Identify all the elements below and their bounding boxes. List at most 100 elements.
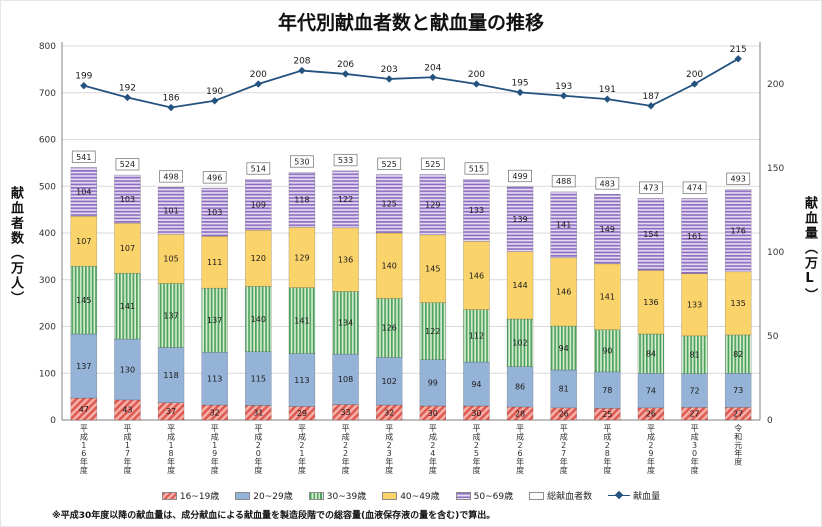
bar-segment-30~39歳 — [594, 329, 621, 373]
bar-segment-value: 137 — [76, 362, 91, 371]
legend-swatch-line — [608, 490, 631, 500]
bar-segment-50~69歳 — [506, 186, 534, 252]
x-axis-category-label: 平成 2 6 年度 — [516, 424, 524, 475]
bar-segment-40~49歳 — [506, 251, 534, 320]
bar-segment-value: 161 — [687, 232, 702, 241]
total-label-box — [595, 177, 620, 190]
bar-segment-value: 31 — [253, 409, 263, 418]
bar-segment-value: 32 — [384, 408, 394, 417]
bar-segment-20~29歳 — [332, 353, 359, 405]
bar-segment-value: 104 — [76, 188, 91, 197]
bar-segment-20~29歳 — [681, 373, 708, 408]
total-label-value: 515 — [469, 164, 484, 173]
x-axis-category-label: 平成 2 3 年度 — [385, 424, 393, 475]
total-label-box — [333, 153, 358, 167]
bar-segment-20~29歳 — [288, 353, 316, 407]
line-point-value: 203 — [381, 65, 398, 75]
legend-label: 総献血者数 — [547, 492, 593, 502]
bar-segment-value: 26 — [559, 410, 569, 419]
total-label-box — [551, 174, 576, 188]
bar-segment-50~69歳 — [114, 174, 141, 224]
right-axis-tick-label: 150 — [767, 164, 784, 174]
line-point-marker — [211, 97, 219, 105]
legend-label: 40~49歳 — [400, 492, 440, 502]
bar-segment-value: 102 — [382, 377, 397, 386]
x-axis-category-label: 平成 2 4 年度 — [429, 424, 437, 475]
bar-segment-value: 74 — [646, 386, 656, 395]
bar-segment-20~29歳 — [419, 359, 447, 407]
bar-segment-value: 72 — [689, 386, 699, 395]
x-axis-category-label: 平成 1 7 年度 — [123, 424, 131, 475]
bar-segment-40~49歳 — [332, 227, 359, 292]
x-axis-category-label: 平成 2 8 年度 — [603, 424, 611, 475]
left-axis-tick-label: 500 — [39, 182, 56, 192]
total-label-value: 499 — [512, 172, 527, 181]
total-label-value: 514 — [251, 164, 266, 173]
x-axis-category-label: 平成 2 0 年度 — [254, 424, 262, 475]
bar-segment-value: 84 — [646, 349, 656, 358]
bar-segment-value: 145 — [76, 296, 91, 305]
bar-segment-value: 30 — [428, 409, 438, 418]
left-axis-tick-label: 100 — [39, 369, 56, 379]
chart-title: 年代別献血者数と献血量の推移 — [277, 12, 544, 34]
line-point-marker — [80, 82, 88, 90]
chart-legend: 16~19歳 20~29歳 30~39歳 40~49歳 50~69歳 総献血者数 献血量 — [0, 489, 822, 502]
bar-segment-30~39歳 — [375, 298, 403, 358]
legend-label: 20~29歳 — [253, 492, 293, 502]
bar-segment-value: 101 — [163, 207, 178, 216]
legend-label: 30~39歳 — [326, 492, 367, 502]
bar-segment-value: 107 — [120, 244, 135, 253]
bar-segment-20~29歳 — [594, 371, 621, 409]
legend-item-40~49歳: 40~49歳 — [382, 489, 440, 502]
legend-item-16~19歳: 16~19歳 — [161, 489, 220, 502]
bar-segment-20~29歳 — [201, 351, 228, 406]
legend-item-line: 献血量 — [608, 489, 660, 502]
total-label-box — [682, 181, 707, 194]
bar-segment-50~69歳 — [375, 174, 403, 234]
total-label-box — [159, 170, 183, 183]
bar-segment-value: 111 — [207, 258, 222, 267]
line-point-marker — [167, 103, 175, 112]
bar-segment-value: 32 — [210, 408, 220, 417]
bar-segment-50~69歳 — [245, 178, 272, 231]
legend-label: 16~19歳 — [179, 492, 220, 502]
footnote: ※平成30年度以降の献血量は、成分献血による献血量を製造段階での総容量(血液保存… — [52, 511, 496, 521]
bar-segment-value: 130 — [120, 365, 135, 374]
bar-segment-40~49歳 — [375, 232, 403, 299]
total-label-box — [420, 157, 445, 170]
bar-segment-20~29歳 — [70, 333, 98, 399]
left-axis-tick-label: 400 — [39, 229, 56, 239]
left-axis-tick-label: 600 — [39, 136, 56, 146]
line-point-marker — [472, 80, 481, 88]
total-label-value: 488 — [556, 177, 571, 186]
line-point-value: 215 — [730, 45, 747, 55]
bar-segment-value: 99 — [428, 379, 438, 388]
bar-segment-40~49歳 — [463, 241, 490, 310]
bar-segment-value: 135 — [731, 299, 746, 308]
bar-segment-value: 118 — [163, 371, 178, 380]
bar-segment-20~29歳 — [506, 366, 534, 408]
bar-segment-value: 140 — [382, 262, 397, 271]
line-point-marker — [603, 95, 611, 103]
bar-segment-30~39歳 — [681, 335, 708, 374]
bar-segment-40~49歳 — [201, 236, 228, 289]
bar-segment-value: 118 — [294, 196, 309, 205]
total-label-value: 493 — [731, 175, 746, 184]
bar-segment-value: 47 — [79, 405, 89, 414]
bar-segment-40~49歳 — [550, 257, 577, 327]
bar-segment-value: 122 — [338, 195, 353, 204]
total-label-box — [464, 162, 489, 175]
bar-segment-value: 146 — [469, 271, 484, 280]
total-label-box — [71, 150, 96, 163]
bar-segment-value: 25 — [602, 410, 612, 419]
bar-segment-40~49歳 — [114, 222, 141, 274]
bar-segment-value: 73 — [733, 386, 743, 395]
bar-segment-30~39歳 — [724, 334, 752, 374]
bar-segment-value: 26 — [646, 410, 656, 419]
legend-label: 50~69歳 — [473, 492, 514, 502]
bar-segment-value: 136 — [338, 255, 353, 264]
line-point-value: 186 — [162, 94, 179, 104]
line-point-value: 190 — [206, 87, 223, 97]
bar-segment-value: 129 — [294, 253, 309, 262]
